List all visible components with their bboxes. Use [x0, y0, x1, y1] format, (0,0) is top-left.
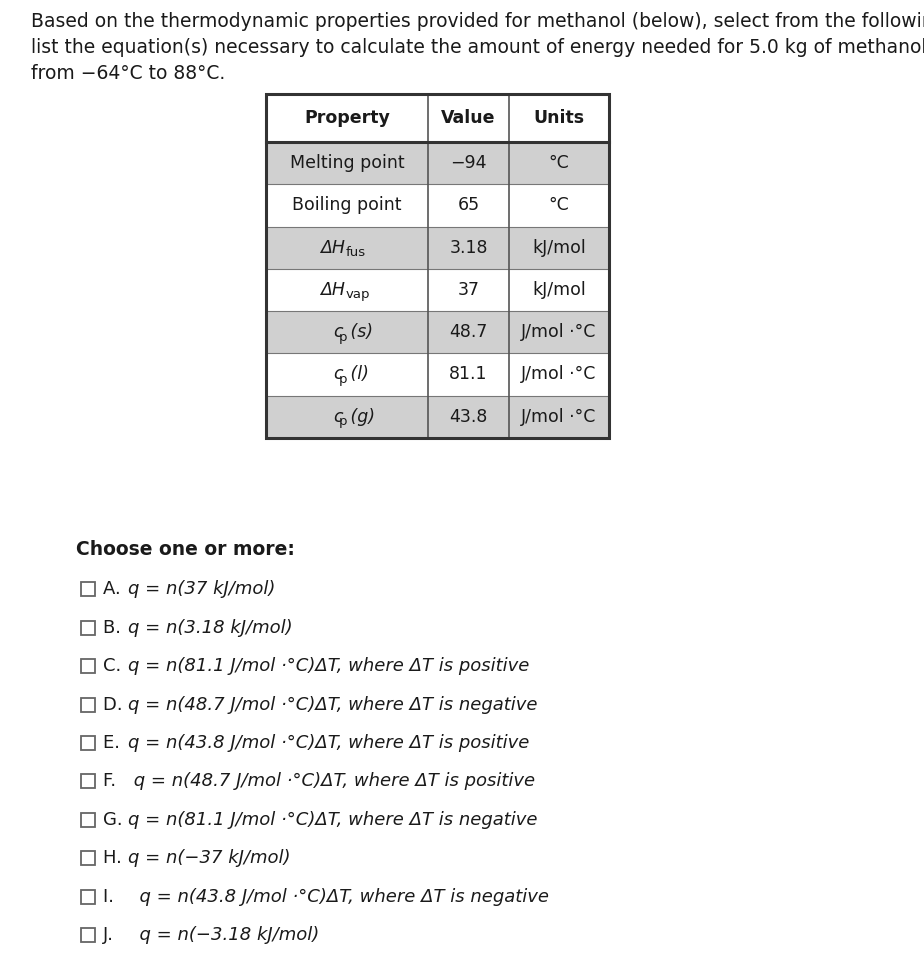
Text: q = n(48.7 J/mol ·°C)ΔT, where ΔT is negative: q = n(48.7 J/mol ·°C)ΔT, where ΔT is neg…	[128, 696, 538, 713]
Text: 48.7: 48.7	[449, 324, 488, 341]
Bar	[266, 184, 609, 227]
Text: Property: Property	[304, 109, 390, 127]
FancyBboxPatch shape	[80, 736, 95, 750]
Bar	[266, 353, 609, 396]
Text: ΔH: ΔH	[320, 281, 345, 299]
Text: J/mol ·°C: J/mol ·°C	[521, 408, 597, 425]
Text: 65: 65	[457, 197, 480, 214]
Bar	[266, 396, 609, 438]
Text: (g): (g)	[345, 408, 375, 425]
Text: fus: fus	[346, 246, 366, 259]
Text: q = n(3.18 kJ/mol): q = n(3.18 kJ/mol)	[128, 619, 293, 636]
Text: q = n(81.1 J/mol ·°C)ΔT, where ΔT is negative: q = n(81.1 J/mol ·°C)ΔT, where ΔT is neg…	[128, 811, 538, 828]
Text: 81.1: 81.1	[449, 366, 488, 383]
Text: c: c	[333, 366, 343, 383]
Bar	[266, 311, 609, 353]
Text: J/mol ·°C: J/mol ·°C	[521, 324, 597, 341]
FancyBboxPatch shape	[80, 698, 95, 711]
Text: p: p	[339, 372, 347, 386]
Text: °C: °C	[549, 155, 569, 172]
Text: p: p	[339, 330, 347, 344]
Text: (l): (l)	[345, 366, 369, 383]
Text: (s): (s)	[345, 324, 373, 341]
Bar	[266, 269, 609, 311]
Text: Melting point: Melting point	[289, 155, 405, 172]
Text: 37: 37	[457, 281, 480, 299]
Text: −94: −94	[450, 155, 487, 172]
FancyBboxPatch shape	[80, 890, 95, 903]
Text: q = n(48.7 J/mol ·°C)ΔT, where ΔT is positive: q = n(48.7 J/mol ·°C)ΔT, where ΔT is pos…	[128, 773, 535, 790]
Text: I.: I.	[103, 888, 119, 905]
Text: J/mol ·°C: J/mol ·°C	[521, 366, 597, 383]
Bar	[266, 94, 609, 438]
Text: 43.8: 43.8	[449, 408, 488, 425]
Text: J.: J.	[103, 926, 119, 944]
Bar	[266, 227, 609, 269]
Text: G.: G.	[103, 811, 128, 828]
FancyBboxPatch shape	[80, 852, 95, 865]
Text: Units: Units	[533, 109, 585, 127]
Text: B.: B.	[103, 619, 127, 636]
Text: Choose one or more:: Choose one or more:	[76, 540, 295, 559]
FancyBboxPatch shape	[80, 583, 95, 596]
Text: c: c	[333, 324, 343, 341]
Text: q = n(81.1 J/mol ·°C)ΔT, where ΔT is positive: q = n(81.1 J/mol ·°C)ΔT, where ΔT is pos…	[128, 658, 529, 675]
Text: c: c	[333, 408, 343, 425]
Text: A.: A.	[103, 581, 127, 598]
Text: kJ/mol: kJ/mol	[532, 239, 586, 256]
Text: D.: D.	[103, 696, 128, 713]
Text: F.: F.	[103, 773, 122, 790]
Text: °C: °C	[549, 197, 569, 214]
Text: q = n(−37 kJ/mol): q = n(−37 kJ/mol)	[128, 850, 291, 867]
Text: from −64°C to 88°C.: from −64°C to 88°C.	[31, 63, 225, 83]
Text: C.: C.	[103, 658, 127, 675]
Text: Boiling point: Boiling point	[292, 197, 402, 214]
Text: q = n(43.8 J/mol ·°C)ΔT, where ΔT is positive: q = n(43.8 J/mol ·°C)ΔT, where ΔT is pos…	[128, 734, 529, 752]
Text: vap: vap	[346, 288, 371, 301]
Bar	[266, 94, 609, 142]
Text: ΔH: ΔH	[320, 239, 345, 256]
Text: H.: H.	[103, 850, 128, 867]
Bar	[266, 142, 609, 184]
Text: E.: E.	[103, 734, 126, 752]
FancyBboxPatch shape	[80, 621, 95, 635]
FancyBboxPatch shape	[80, 775, 95, 788]
Text: q = n(37 kJ/mol): q = n(37 kJ/mol)	[128, 581, 275, 598]
FancyBboxPatch shape	[80, 660, 95, 673]
Text: p: p	[339, 415, 347, 428]
Text: q = n(43.8 J/mol ·°C)ΔT, where ΔT is negative: q = n(43.8 J/mol ·°C)ΔT, where ΔT is neg…	[128, 888, 549, 905]
Text: 3.18: 3.18	[449, 239, 488, 256]
Text: list the equation(s) necessary to calculate the amount of energy needed for 5.0 : list the equation(s) necessary to calcul…	[31, 37, 924, 57]
FancyBboxPatch shape	[80, 928, 95, 942]
Text: Value: Value	[442, 109, 495, 127]
Text: Based on the thermodynamic properties provided for methanol (below), select from: Based on the thermodynamic properties pr…	[31, 12, 924, 31]
FancyBboxPatch shape	[80, 813, 95, 827]
Text: kJ/mol: kJ/mol	[532, 281, 586, 299]
Text: q = n(−3.18 kJ/mol): q = n(−3.18 kJ/mol)	[128, 926, 320, 944]
